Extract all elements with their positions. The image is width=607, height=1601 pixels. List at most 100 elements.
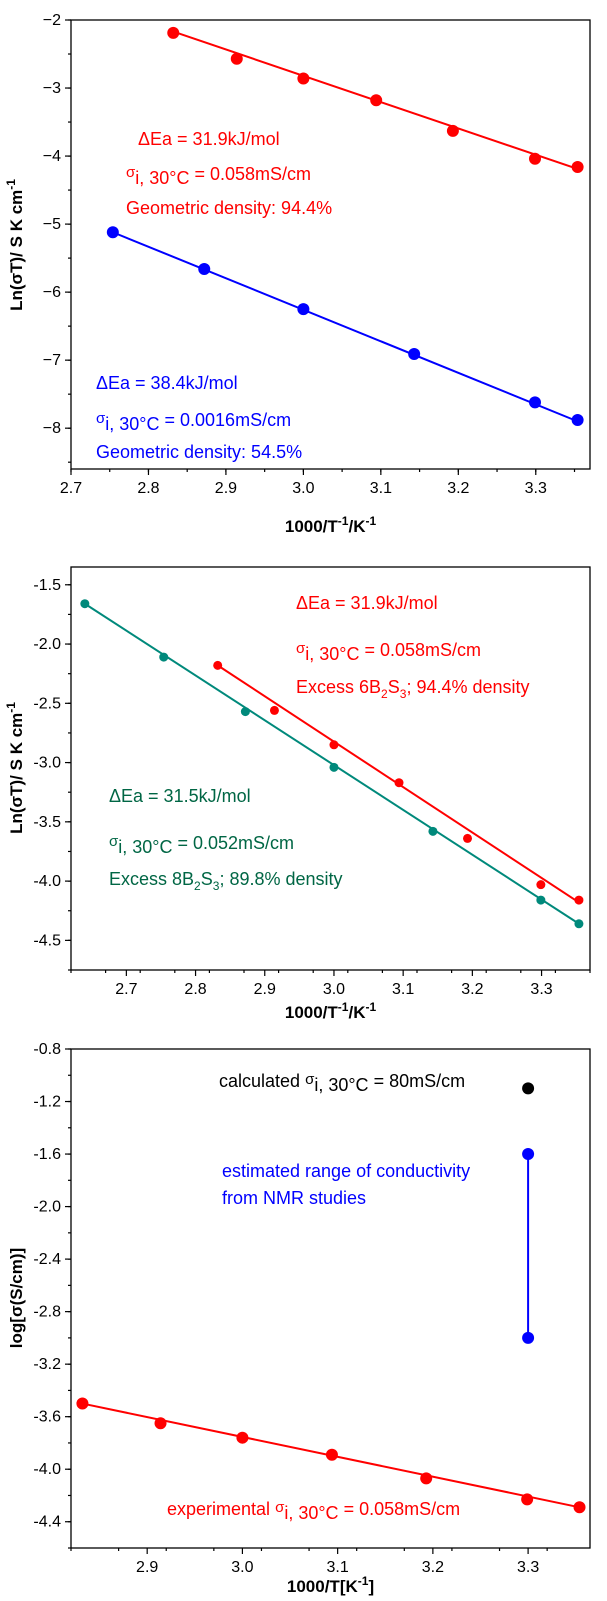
annotation: σi, 30°C = 0.052mS/cm: [109, 833, 294, 857]
data-point: [529, 396, 541, 408]
y-tick-label: −6: [43, 284, 61, 301]
data-point: [270, 706, 279, 715]
annotation: ΔEa = 31.5kJ/mol: [109, 786, 251, 806]
x-tick-label: 2.7: [60, 480, 82, 497]
data-point: [236, 1432, 248, 1444]
data-point: [326, 1449, 338, 1461]
x-tick-label: 3.0: [292, 480, 314, 497]
x-tick-label: 3.2: [447, 480, 469, 497]
y-tick-label: -1.6: [33, 1146, 61, 1163]
annotation: σi, 30°C = 0.058mS/cm: [296, 640, 481, 664]
x-tick-label: 2.8: [137, 480, 159, 497]
data-point: [329, 763, 338, 772]
data-point: [297, 73, 309, 85]
series-3: [522, 1082, 534, 1094]
data-point: [536, 896, 545, 905]
y-tick-label: -2.8: [33, 1304, 61, 1321]
plot-frame: [71, 20, 590, 469]
x-tick-label: 3.0: [323, 981, 345, 998]
data-point: [167, 27, 179, 39]
annotation: experimental σi, 30°C = 0.058mS/cm: [167, 1499, 460, 1523]
y-tick-label: -2.0: [33, 636, 61, 653]
data-point: [521, 1493, 533, 1505]
y-tick-label: -3.0: [33, 755, 61, 772]
annotation: σi, 30°C = 0.058mS/cm: [126, 164, 311, 188]
chart-panel-3: 2.9 3.0 3.1 3.2 3.3 -0.8 -1.2 -1.6 -2.0 -2.4 -2.8 -…: [7, 1041, 590, 1596]
series-1: [76, 1398, 585, 1514]
y-tick-label: −3: [43, 80, 61, 97]
y-tick-label: -3.5: [33, 814, 61, 831]
y-tick-label: −8: [43, 420, 61, 437]
data-point: [198, 263, 210, 275]
y-tick-label: −7: [43, 352, 61, 369]
y-tick-label: -3.6: [33, 1409, 61, 1426]
data-point: [447, 125, 459, 137]
series-1: [167, 27, 583, 173]
data-point: [76, 1398, 88, 1410]
x-axis-label: 1000/T[K-1]: [287, 1574, 374, 1596]
x-tick-label: 2.9: [136, 1559, 158, 1576]
annotation: Excess 6B2S3; 94.4% density: [296, 677, 530, 701]
annotation: calculated σi, 30°C = 80mS/cm: [219, 1071, 465, 1095]
data-point: [213, 661, 222, 670]
y-tick-label: -4.0: [33, 873, 61, 890]
data-point: [522, 1148, 534, 1160]
data-point: [574, 1501, 586, 1513]
annotation: from NMR studies: [222, 1188, 366, 1208]
data-point: [107, 226, 119, 238]
data-point: [370, 94, 382, 106]
x-axis-label: 1000/T-1/K-1: [285, 1000, 377, 1022]
annotation: Excess 8B2S3; 89.8% density: [109, 869, 343, 893]
x-tick-label: 3.1: [392, 981, 414, 998]
data-point: [408, 348, 420, 360]
series-2: [522, 1148, 534, 1344]
x-tick-label: 3.3: [525, 480, 547, 497]
y-tick-label: −4: [43, 148, 61, 165]
data-point: [529, 153, 541, 165]
y-tick-label: -4.0: [33, 1461, 61, 1478]
chart-panel-2: 2.7 2.8 2.9 3.0 3.1 3.2 3.3 -1.5 -2.0 -2.5 -3.0 -3.…: [4, 567, 590, 1022]
y-tick-label: -2.4: [33, 1251, 61, 1268]
chart-panel-1: 2.7 2.8 2.9 3.0 3.1 3.2 3.3 −2 −3 −4 −5 −6 −7 −8 1000/…: [4, 12, 590, 536]
annotation: σi, 30°C = 0.0016mS/cm: [96, 410, 291, 434]
y-axis-label: log[σ(S/cm)]: [7, 1248, 26, 1348]
data-point: [463, 834, 472, 843]
annotation: Geometric density: 54.5%: [96, 442, 302, 462]
x-tick-label: 2.9: [254, 981, 276, 998]
data-point: [297, 303, 309, 315]
data-point: [241, 707, 250, 716]
x-tick-label: 3.2: [461, 981, 483, 998]
x-tick-label: 3.3: [530, 981, 552, 998]
data-point: [574, 919, 583, 928]
data-point: [329, 740, 338, 749]
y-tick-label: −2: [43, 12, 61, 29]
data-point: [159, 653, 168, 662]
data-point: [420, 1472, 432, 1484]
data-point: [231, 53, 243, 65]
y-tick-label: -1.5: [33, 577, 61, 594]
x-tick-label: 2.7: [115, 981, 137, 998]
annotation: estimated range of conductivity: [222, 1161, 470, 1181]
data-point: [395, 778, 404, 787]
data-point: [572, 414, 584, 426]
y-tick-label: -0.8: [33, 1041, 61, 1058]
x-tick-label: 2.9: [215, 480, 237, 497]
series-2: [107, 226, 584, 426]
x-axis-label: 1000/T-1/K-1: [285, 514, 377, 536]
data-point: [574, 896, 583, 905]
x-tick-label: 2.8: [184, 981, 206, 998]
x-tick-label: 3.1: [327, 1559, 349, 1576]
data-point: [522, 1332, 534, 1344]
annotation: ΔEa = 31.9kJ/mol: [296, 593, 438, 613]
x-tick-label: 3.1: [370, 480, 392, 497]
y-tick-label: -4.5: [33, 932, 61, 949]
annotation: Geometric density: 94.4%: [126, 198, 332, 218]
y-axis-label: Ln(σT)/ S K cm-1: [4, 179, 26, 311]
x-tick-label: 3.2: [422, 1559, 444, 1576]
data-point: [80, 599, 89, 608]
y-tick-label: -1.2: [33, 1094, 61, 1111]
data-point: [155, 1417, 167, 1429]
x-tick-label: 3.3: [517, 1559, 539, 1576]
data-point: [428, 827, 437, 836]
